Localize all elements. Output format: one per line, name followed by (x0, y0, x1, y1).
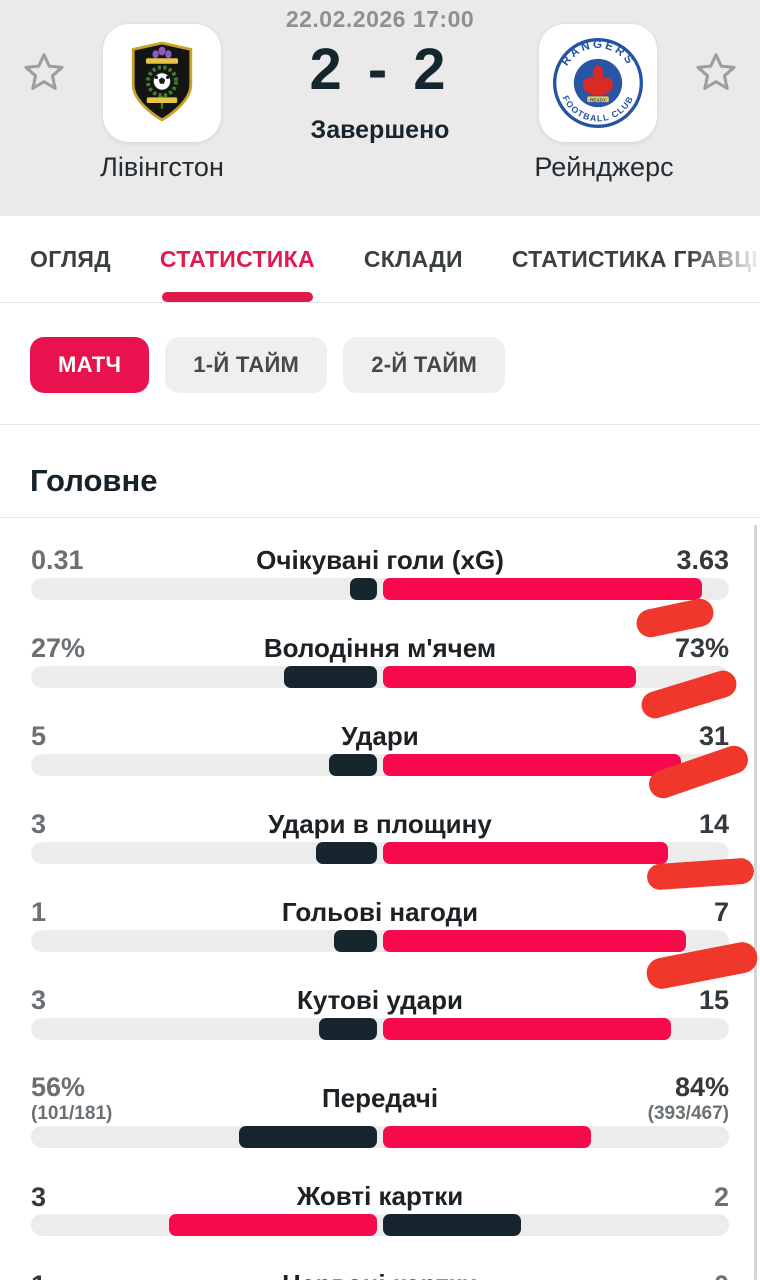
tab-2[interactable]: СКЛАДИ (363, 245, 463, 272)
stat-label: Очікувані голи (xG) (256, 545, 504, 575)
stat-row-0: 0.31 Очікувані голи (xG) 3.63 (31, 545, 729, 600)
stat-home-value: 3 (31, 809, 47, 840)
stat-row-1: 27% Володіння м'ячем 73% (31, 633, 729, 688)
home-team-logo-card[interactable] (103, 24, 221, 142)
stat-bar-track (31, 1018, 729, 1040)
filter-pill-2[interactable]: 2-Й ТАЙМ (343, 337, 506, 393)
heading-divider (0, 517, 760, 518)
stat-bar-track (31, 930, 729, 952)
stat-bar-away (383, 666, 636, 688)
stat-label: Удари (341, 721, 419, 751)
stat-away-value: 31 (698, 721, 729, 752)
stat-row-5: 3 Кутові удари 15 (31, 985, 729, 1040)
match-datetime: 22.02.2026 17:00 (285, 6, 475, 32)
tab-0[interactable]: ОГЛЯД (30, 245, 111, 272)
stat-row-4: 1 Гольові нагоди 7 (31, 897, 729, 952)
stat-away-value: 15 (698, 985, 729, 1016)
stat-home-value: 56% (101/181) (31, 1072, 113, 1125)
stat-row-7: 3 Жовті картки 2 (31, 1181, 729, 1237)
stat-label: Удари в площину (268, 809, 492, 839)
tab-1[interactable]: СТАТИСТИКА (160, 216, 315, 302)
stat-bar-track (31, 666, 729, 688)
stat-away-value: 3.63 (676, 545, 729, 576)
away-team-logo-card[interactable]: RANGERS FOOTBALL CLUB READY (539, 24, 657, 142)
stat-bar-home (169, 1214, 377, 1237)
match-status: Завершено (310, 116, 450, 144)
stat-bar-home (334, 930, 377, 952)
stat-bar-track (31, 1126, 729, 1149)
stat-label: Жовті картки (296, 1181, 464, 1212)
livingston-crest-icon (131, 41, 193, 122)
favorite-star-home-icon[interactable] (22, 50, 66, 94)
match-header: 22.02.2026 17:00 (0, 0, 760, 216)
stat-bar-track (31, 754, 729, 776)
stat-bar-away (383, 754, 681, 776)
svg-text:READY: READY (590, 97, 606, 102)
tab-bar: ОГЛЯД СТАТИСТИКА СКЛАДИ СТАТИСТИКА ГРАВЦІВ (0, 216, 760, 303)
scrollbar[interactable] (754, 525, 757, 1280)
rangers-crest-icon: RANGERS FOOTBALL CLUB READY (553, 38, 643, 128)
home-team-name: Лівінгстон (100, 152, 224, 182)
section-divider (0, 424, 760, 425)
stat-home-value: 27% (31, 633, 86, 664)
stat-home-value: 5 (31, 721, 47, 752)
stat-bar-away (383, 842, 668, 864)
stat-bar-home (316, 842, 377, 864)
stat-bar-track (31, 1214, 729, 1237)
stat-bar-track (31, 578, 729, 600)
stat-bar-away (383, 930, 686, 952)
stat-away-value: 14 (698, 809, 729, 840)
stat-home-value: 1 (31, 1270, 161, 1280)
stat-away-value: 84% (393/467) (647, 1072, 729, 1125)
stat-home-value: 0.31 (31, 545, 84, 576)
stat-bar-track (31, 842, 729, 864)
stat-away-value: 2 (713, 1181, 729, 1212)
away-team-name: Рейнджерс (534, 152, 674, 182)
filter-pill-1[interactable]: 1-Й ТАЙМ (165, 337, 328, 393)
stat-row-2: 5 Удари 31 (31, 721, 729, 776)
stat-home-value: 3 (31, 1181, 47, 1212)
match-score: 2 - 2 (309, 37, 451, 102)
period-filter-group: МАТЧ 1-Й ТАЙМ 2-Й ТАЙМ (30, 337, 506, 393)
stat-away-value: 73% (674, 633, 729, 664)
stat-bar-home (350, 578, 377, 600)
stat-bar-home (319, 1018, 377, 1040)
filter-pill-0[interactable]: МАТЧ (30, 337, 150, 393)
stat-label: Кутові удари (297, 985, 463, 1015)
stat-label: Володіння м'ячем (263, 633, 497, 663)
stat-row-3: 3 Удари в площину 14 (31, 809, 729, 864)
stat-away-value: 7 (713, 897, 729, 928)
stat-bar-home (239, 1126, 377, 1149)
stat-label: Червоні картки (161, 1269, 599, 1280)
stat-bar-away (383, 1018, 671, 1040)
stat-label: Передачі (321, 1083, 439, 1114)
stat-home-value: 1 (31, 897, 47, 928)
stat-bar-away (383, 1214, 521, 1237)
stat-bar-away (383, 578, 702, 600)
stat-away-value: 0 (599, 1270, 729, 1280)
stat-bar-home (284, 666, 377, 688)
stat-row-8: 1 Червоні картки 0 (31, 1269, 729, 1280)
tab-3[interactable]: СТАТИСТИКА ГРАВЦІВ (511, 245, 760, 272)
stat-home-value: 3 (31, 985, 47, 1016)
stat-bar-away (383, 1126, 591, 1149)
stat-bar-home (329, 754, 377, 776)
stats-list: 0.31 Очікувані голи (xG) 3.63 27% Володі… (31, 545, 729, 1280)
stat-label: Гольові нагоди (281, 897, 479, 927)
favorite-star-away-icon[interactable] (694, 50, 738, 94)
stat-row-6: 56% (101/181) Передачі 84% (393/467) (31, 1072, 729, 1149)
section-title: Головне (30, 463, 158, 498)
